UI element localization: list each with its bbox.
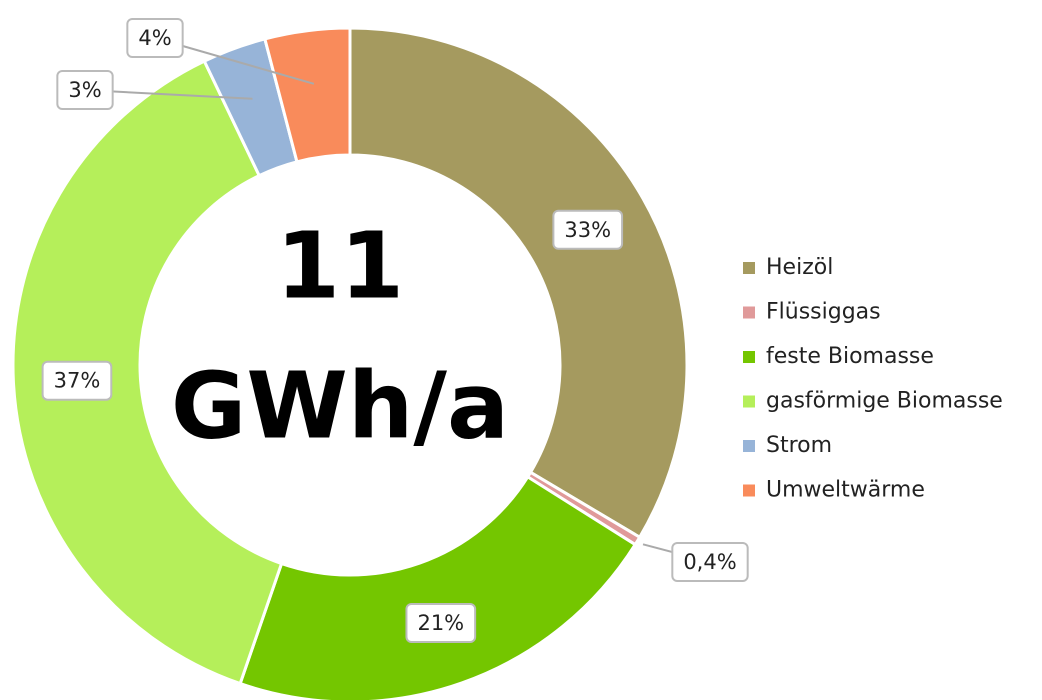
center-value: 11 <box>276 212 404 319</box>
legend-swatch <box>743 351 755 363</box>
donut <box>11 26 689 700</box>
legend-swatch <box>743 262 755 274</box>
label-box <box>552 209 624 250</box>
label-box <box>671 542 749 582</box>
legend-swatch <box>743 395 755 408</box>
slice <box>348 26 689 540</box>
legend-swatch <box>743 440 755 452</box>
center-unit: GWh/a <box>171 352 509 459</box>
data-label: 37% <box>54 369 101 393</box>
data-label: 4% <box>138 26 171 50</box>
label-box <box>56 70 114 110</box>
legend-label: gasförmige Biomasse <box>766 389 1003 414</box>
data-label: 3% <box>68 78 101 102</box>
data-label: 21% <box>417 611 464 635</box>
data-label: 33% <box>564 218 611 242</box>
legend-label: Heizöl <box>766 255 833 280</box>
legend-swatch <box>743 484 755 497</box>
legend-label: feste Biomasse <box>766 344 934 369</box>
label-box <box>405 602 477 643</box>
legend-label: Flüssiggas <box>766 300 881 325</box>
legend-label: Umweltwärme <box>766 478 925 503</box>
legend-swatch <box>743 306 755 319</box>
label-box <box>41 360 113 401</box>
label-box <box>126 18 184 58</box>
slice <box>263 26 352 164</box>
legend-label: Strom <box>766 433 832 458</box>
data-label: 0,4% <box>683 550 736 574</box>
slice <box>11 59 284 686</box>
slice <box>238 474 638 700</box>
